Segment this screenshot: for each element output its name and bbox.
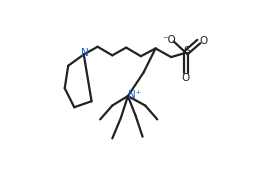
Text: ⁻O: ⁻O — [162, 35, 176, 45]
Text: N: N — [81, 48, 88, 58]
Text: O: O — [200, 36, 208, 46]
Text: N⁺: N⁺ — [128, 90, 141, 100]
Text: O: O — [182, 73, 190, 83]
Text: S: S — [183, 46, 190, 56]
